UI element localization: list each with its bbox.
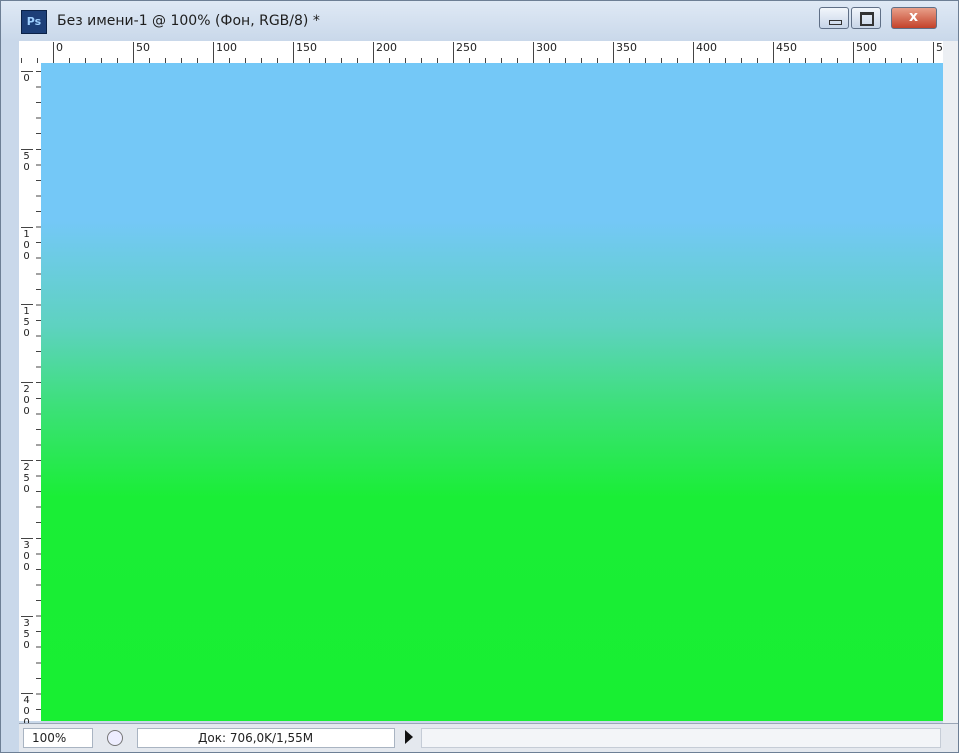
ruler-label: 200: [373, 42, 397, 62]
vertical-scrollbar[interactable]: [943, 41, 958, 723]
ruler-label: 0: [53, 42, 63, 62]
ruler-label: 500: [853, 42, 877, 62]
ruler-label: 350: [613, 42, 637, 62]
doc-info: Док: 706,0K/1,55M: [137, 728, 395, 748]
ruler-label: 150: [21, 304, 33, 340]
status-bar: 100% Док: 706,0K/1,55M: [19, 723, 958, 752]
ruler-label: 100: [213, 42, 237, 62]
status-menu-arrow[interactable]: [405, 730, 413, 744]
app-icon: Ps: [21, 10, 47, 34]
horizontal-ruler: 050100150200250300350400450500550: [19, 41, 957, 64]
ruler-label: 400: [21, 693, 33, 729]
close-button[interactable]: x: [891, 7, 937, 29]
ruler-label: 300: [21, 537, 33, 573]
ruler-label: 350: [21, 615, 33, 651]
ruler-label: 200: [21, 382, 33, 418]
ruler-label: 50: [21, 148, 33, 173]
ruler-label: 150: [293, 42, 317, 62]
ruler-label: 100: [21, 226, 33, 262]
ruler-label: 250: [453, 42, 477, 62]
status-icon[interactable]: [107, 730, 123, 746]
minimize-button[interactable]: [819, 7, 849, 29]
ruler-label: 0: [21, 71, 33, 84]
ruler-label: 450: [773, 42, 797, 62]
horizontal-scrollbar[interactable]: [421, 728, 941, 748]
maximize-button[interactable]: [851, 7, 881, 29]
canvas: [41, 63, 943, 721]
ruler-label: 400: [693, 42, 717, 62]
ruler-label: 300: [533, 42, 557, 62]
vertical-ruler: 0 50 100 150 200 250 300 350 400: [19, 63, 42, 728]
zoom-field[interactable]: 100%: [23, 728, 93, 748]
ruler-label: 250: [21, 460, 33, 495]
window-title: Без имени-1 @ 100% (Фон, RGB/8) *: [57, 13, 320, 29]
ruler-label: 50: [133, 42, 150, 62]
